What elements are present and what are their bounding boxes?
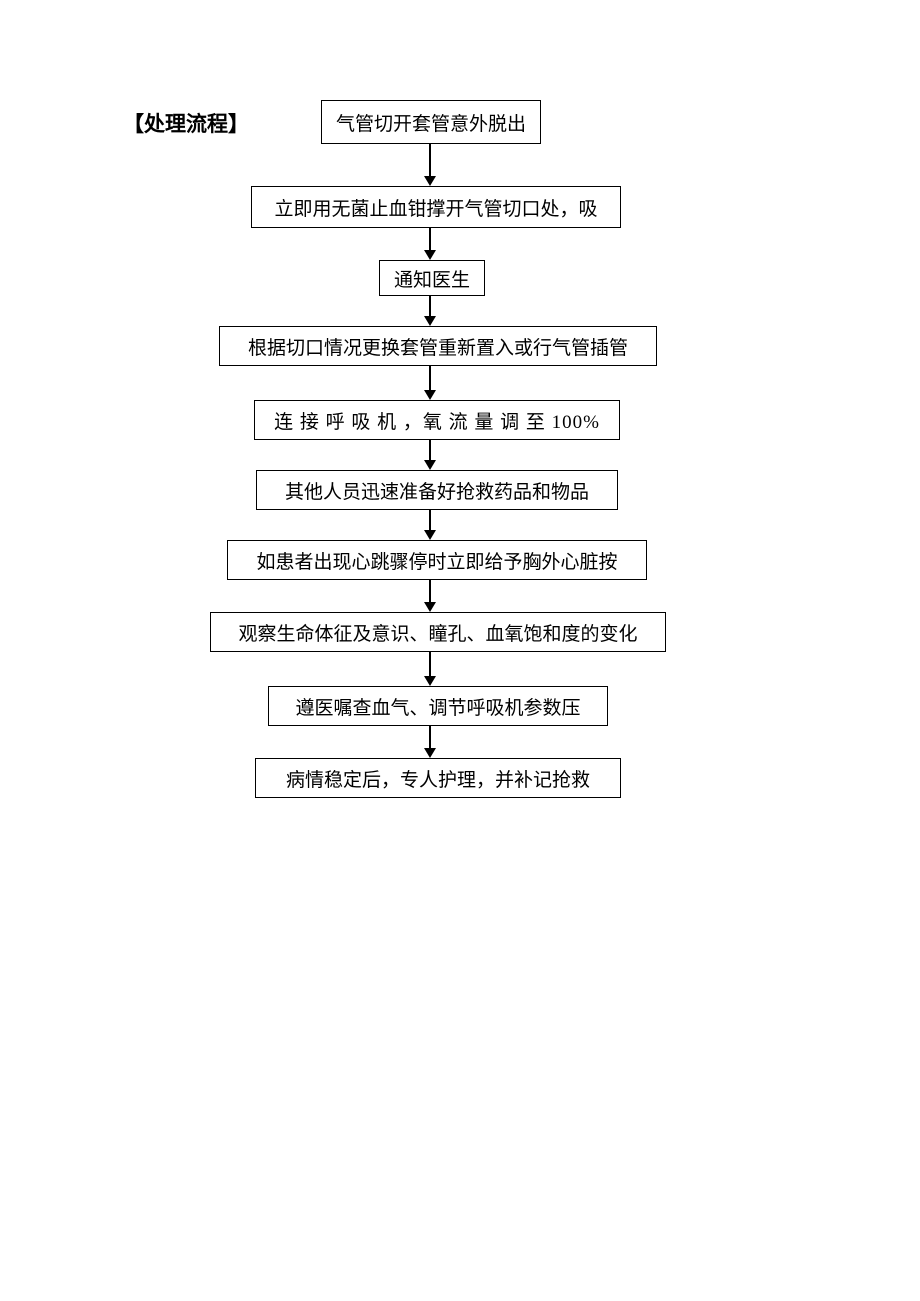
flowchart-title: 【处理流程】 bbox=[123, 108, 249, 138]
flowchart-arrow-line bbox=[429, 726, 431, 748]
flowchart-node-label: 根据切口情况更换套管重新置入或行气管插管 bbox=[248, 333, 628, 360]
flowchart-node-label: 病情稳定后，专人护理，并补记抢救 bbox=[286, 765, 590, 792]
flowchart-node-n3: 通知医生 bbox=[379, 260, 485, 296]
flowchart-node-label: 通知医生 bbox=[394, 265, 470, 292]
flowchart-arrow-head-icon bbox=[424, 460, 436, 470]
flowchart-node-n5: 连 接 呼 吸 机 ，氧 流 量 调 至 100% bbox=[254, 400, 620, 440]
flowchart-arrow-line bbox=[429, 652, 431, 676]
flowchart-arrow-line bbox=[429, 144, 431, 176]
flowchart-node-label: 如患者出现心跳骤停时立即给予胸外心脏按 bbox=[256, 547, 617, 574]
flowchart-arrow-line bbox=[429, 440, 431, 460]
flowchart-node-label: 观察生命体征及意识、瞳孔、血氧饱和度的变化 bbox=[238, 619, 637, 646]
flowchart-node-n9: 遵医嘱查血气、调节呼吸机参数压 bbox=[268, 686, 608, 726]
flowchart-node-label: 立即用无菌止血钳撑开气管切口处，吸 bbox=[274, 194, 597, 221]
flowchart-node-n7: 如患者出现心跳骤停时立即给予胸外心脏按 bbox=[227, 540, 647, 580]
flowchart-node-label: 连 接 呼 吸 机 ，氧 流 量 调 至 100% bbox=[274, 407, 600, 434]
flowchart-arrow-head-icon bbox=[424, 316, 436, 326]
flowchart-node-n8: 观察生命体征及意识、瞳孔、血氧饱和度的变化 bbox=[210, 612, 666, 652]
flowchart-arrow-line bbox=[429, 228, 431, 250]
flowchart-node-n2: 立即用无菌止血钳撑开气管切口处，吸 bbox=[251, 186, 621, 228]
flowchart-arrow-line bbox=[429, 580, 431, 602]
flowchart-arrow-head-icon bbox=[424, 748, 436, 758]
flowchart-node-n6: 其他人员迅速准备好抢救药品和物品 bbox=[256, 470, 618, 510]
flowchart-node-label: 其他人员迅速准备好抢救药品和物品 bbox=[285, 477, 589, 504]
flowchart-arrow-line bbox=[429, 510, 431, 530]
flowchart-arrow-head-icon bbox=[424, 176, 436, 186]
flowchart-node-label: 气管切开套管意外脱出 bbox=[336, 109, 526, 136]
flowchart-arrow-head-icon bbox=[424, 676, 436, 686]
flowchart-node-n10: 病情稳定后，专人护理，并补记抢救 bbox=[255, 758, 621, 798]
flowchart-arrow-head-icon bbox=[424, 390, 436, 400]
flowchart-arrow-head-icon bbox=[424, 602, 436, 612]
flowchart-node-n1: 气管切开套管意外脱出 bbox=[321, 100, 541, 144]
flowchart-node-label: 遵医嘱查血气、调节呼吸机参数压 bbox=[295, 693, 580, 720]
flowchart-arrow-line bbox=[429, 296, 431, 316]
flowchart-arrow-line bbox=[429, 366, 431, 390]
flowchart-node-n4: 根据切口情况更换套管重新置入或行气管插管 bbox=[219, 326, 657, 366]
flowchart-arrow-head-icon bbox=[424, 250, 436, 260]
flowchart-arrow-head-icon bbox=[424, 530, 436, 540]
